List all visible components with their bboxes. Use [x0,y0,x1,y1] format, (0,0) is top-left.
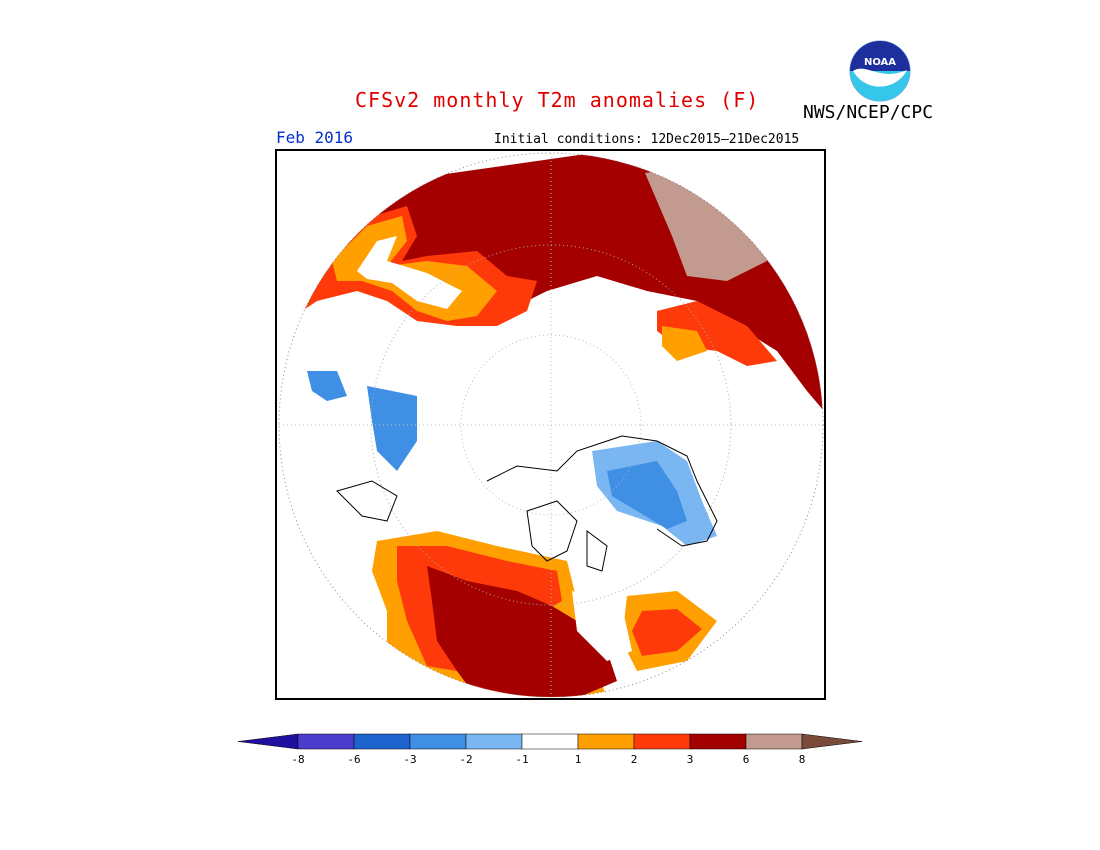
map-panel [275,149,826,700]
colorbar-segment [409,733,467,750]
colorbar-tick-label: -3 [403,753,416,766]
colorbar-tick-label: 8 [799,753,806,766]
colorbar-arrow-high [801,733,862,750]
colorbar-tick-label: -2 [459,753,472,766]
agency-label: NWS/NCEP/CPC [803,102,934,123]
anomaly-region-greenland [367,386,417,471]
colorbar-tick-label: 6 [743,753,750,766]
anomaly-region-north-america-core [427,566,617,697]
colorbar-segment [633,733,691,750]
anomaly-region-east-asia-orange [662,326,707,361]
colorbar-tick-label: 2 [631,753,638,766]
latitude-circle-outer [278,152,824,698]
colorbar-tick-label: -6 [347,753,360,766]
neutral-region-canada-north [572,591,632,661]
coastline [586,530,608,572]
coastline [336,480,398,522]
anomaly-region-canada-east-red [632,609,702,656]
colorbar-arrow-low [238,733,299,750]
anomaly-region-east-asia [657,301,777,366]
anomaly-region-greenland-west [307,371,347,401]
colorbar: -8 -6 -3 -2 -1 1 2 3 6 8 [238,733,862,766]
coastline [526,500,578,562]
colorbar-segment [689,733,747,750]
colorbar-tick-label: 1 [575,753,582,766]
initial-conditions: Initial conditions: 12Dec2015–21Dec2015 [494,132,800,147]
colorbar-tick-label: 3 [687,753,694,766]
chart-title: CFSv2 monthly T2m anomalies (F) [355,88,760,112]
anomaly-region-siberia-core [607,461,687,529]
colorbar-tick-label: -8 [291,753,304,766]
neutral-region-europe [357,236,462,309]
colorbar-segment [577,733,635,750]
latitude-circle-inner [460,334,642,516]
colorbar-segment [521,733,579,750]
logo-text: NOAA [864,57,896,68]
valid-month: Feb 2016 [276,128,354,147]
colorbar-segment [353,733,411,750]
colorbar-segment [745,733,803,750]
polar-map [278,152,824,698]
anomaly-region-northeast-asia [645,166,767,281]
colorbar-tick-label: -1 [515,753,528,766]
colorbar-segment [297,733,355,750]
noaa-logo: NOAA [849,40,911,102]
coastline [486,435,718,547]
colorbar-segment [465,733,523,750]
